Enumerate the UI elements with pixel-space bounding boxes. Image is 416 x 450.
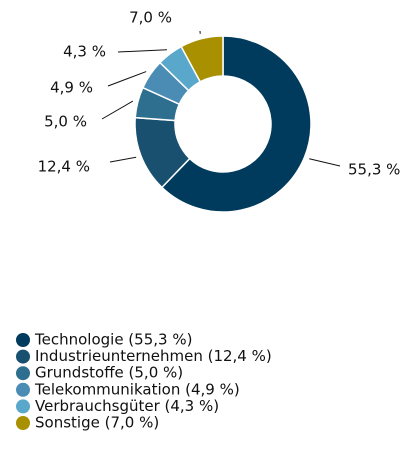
leader-line — [102, 101, 133, 119]
leader-line — [309, 159, 340, 166]
legend-marker — [16, 383, 30, 397]
leader-line — [108, 72, 146, 86]
legend-label: Grundstoffe (5,0 %) — [35, 364, 183, 382]
data-label: 4,9 % — [50, 79, 93, 97]
data-label: 4,3 % — [63, 43, 106, 61]
leader-line — [118, 50, 167, 52]
data-label: 12,4 % — [38, 158, 90, 176]
legend-marker — [16, 416, 30, 430]
legend-label: Verbrauchsgüter (4,3 %) — [35, 397, 219, 415]
legend-marker — [16, 350, 30, 364]
legend-label: Technologie (55,3 %) — [34, 331, 192, 349]
legend-label: Telekommunikation (4,9 %) — [34, 380, 240, 398]
data-label: 55,3 % — [348, 161, 400, 179]
legend-marker — [16, 366, 30, 380]
data-label: 5,0 % — [44, 113, 87, 131]
legend-label: Sonstige (7,0 %) — [35, 414, 159, 432]
legend-marker — [16, 399, 30, 413]
data-label: 7,0 % — [129, 9, 172, 27]
legend-label: Industrieunternehmen (12,4 %) — [35, 347, 272, 365]
leader-line — [110, 157, 136, 162]
legend-marker — [16, 333, 30, 347]
